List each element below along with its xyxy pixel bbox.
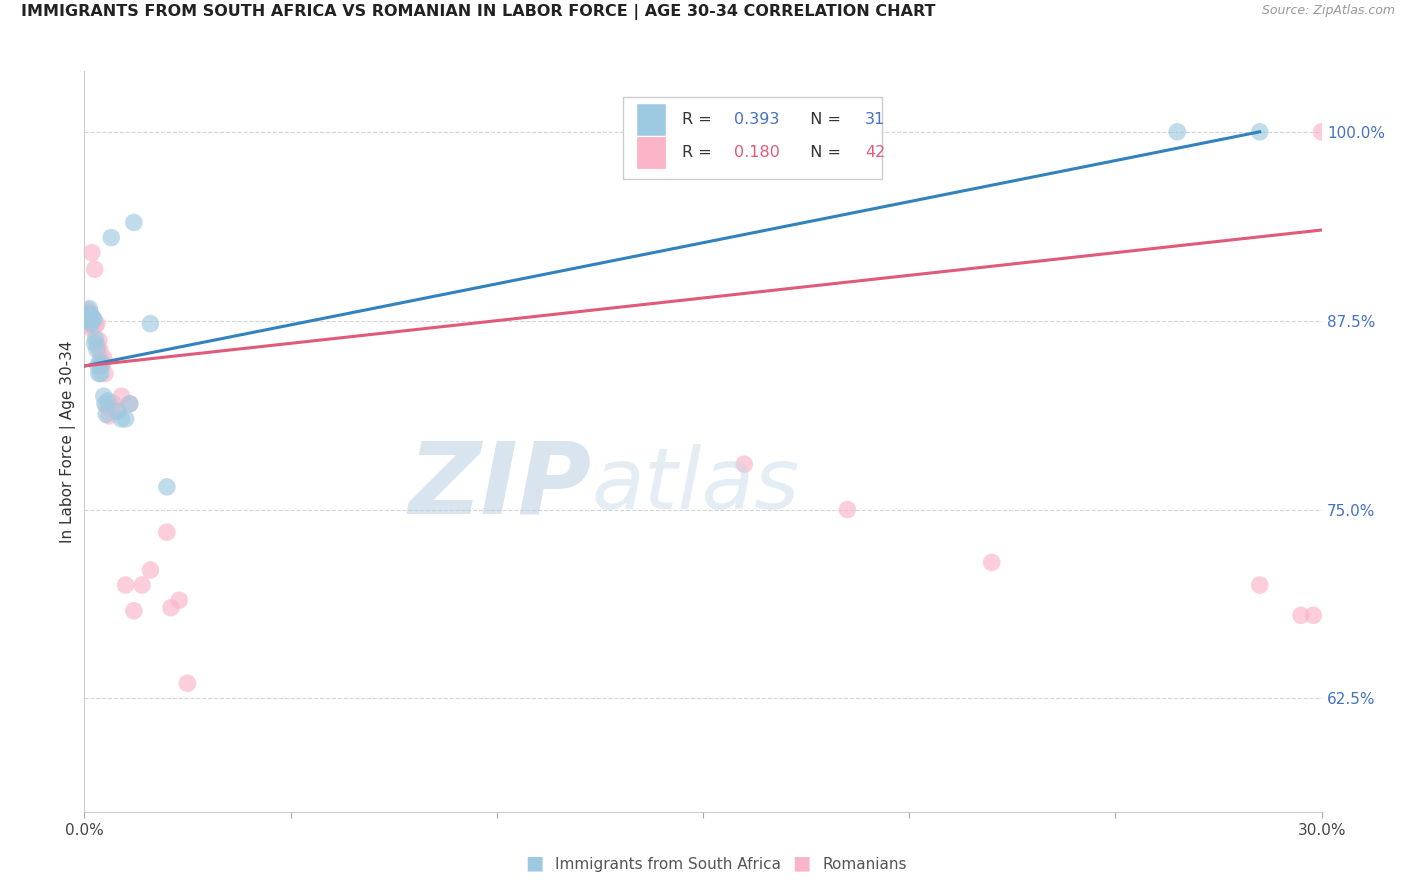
Point [79, 306, 101, 320]
Point [87, 359, 110, 373]
Point [87, 334, 110, 348]
Point [114, 578, 136, 592]
Point [76, 306, 98, 320]
Point [94, 397, 117, 411]
Bar [637, 137, 665, 169]
Point [176, 676, 198, 690]
Text: N =: N = [800, 145, 845, 161]
Point [1310, 125, 1333, 139]
Point [93, 351, 115, 366]
Point [96, 408, 118, 422]
Point [89, 354, 111, 368]
Point [82, 313, 104, 327]
Point [80, 317, 103, 331]
Point [156, 480, 179, 494]
Point [94, 367, 117, 381]
Point [84, 318, 107, 333]
Text: Source: ZipAtlas.com: Source: ZipAtlas.com [1261, 4, 1395, 18]
Text: ZIP: ZIP [409, 437, 592, 534]
Point [80, 245, 103, 260]
Point [110, 412, 132, 426]
Point [131, 578, 153, 592]
Point [82, 313, 104, 327]
Point [100, 230, 122, 244]
Point [110, 389, 132, 403]
Point [76, 309, 98, 323]
Point [980, 556, 1002, 570]
Point [139, 563, 162, 577]
Point [90, 359, 112, 373]
Point [89, 343, 111, 358]
Point [1249, 578, 1271, 592]
Point [90, 367, 112, 381]
Point [1249, 125, 1271, 139]
Point [86, 343, 108, 357]
Point [103, 397, 125, 411]
Point [82, 310, 104, 325]
Point [118, 397, 141, 411]
Point [93, 389, 115, 403]
Point [77, 303, 100, 318]
Point [1166, 125, 1188, 139]
Text: 0.393: 0.393 [734, 112, 779, 127]
Y-axis label: In Labor Force | Age 30-34: In Labor Force | Age 30-34 [60, 340, 76, 543]
Point [79, 312, 101, 326]
Point [83, 262, 105, 277]
Point [79, 315, 101, 329]
Point [83, 312, 105, 326]
Text: N =: N = [800, 112, 845, 127]
Text: Immigrants from South Africa: Immigrants from South Africa [555, 857, 782, 872]
Text: R =: R = [682, 112, 717, 127]
Text: R =: R = [682, 145, 717, 161]
Point [91, 354, 114, 368]
Point [118, 397, 141, 411]
Text: ■: ■ [524, 854, 544, 872]
Point [96, 400, 118, 414]
Text: 0.180: 0.180 [734, 145, 780, 161]
Text: Romanians: Romanians [823, 857, 907, 872]
Point [122, 215, 145, 229]
Point [77, 312, 100, 326]
Point [86, 317, 108, 331]
Bar [637, 104, 665, 135]
Text: IMMIGRANTS FROM SOUTH AFRICA VS ROMANIAN IN LABOR FORCE | AGE 30-34 CORRELATION : IMMIGRANTS FROM SOUTH AFRICA VS ROMANIAN… [21, 4, 935, 21]
Point [837, 502, 859, 516]
Point [160, 600, 183, 615]
Point [1302, 608, 1324, 623]
FancyBboxPatch shape [623, 97, 883, 178]
Point [83, 336, 105, 351]
Point [77, 306, 100, 320]
Point [91, 358, 114, 372]
Text: atlas: atlas [592, 444, 800, 527]
Point [79, 309, 101, 323]
Point [75, 309, 97, 323]
Point [77, 315, 100, 329]
Point [1289, 608, 1312, 623]
Point [80, 321, 103, 335]
Point [114, 412, 136, 426]
Point [105, 404, 128, 418]
Point [156, 525, 179, 540]
Point [87, 339, 110, 353]
Point [98, 409, 121, 423]
Point [79, 301, 101, 316]
Point [105, 404, 128, 418]
Text: 31: 31 [865, 112, 886, 127]
Point [87, 367, 110, 381]
Text: 42: 42 [865, 145, 886, 161]
Point [167, 593, 190, 607]
Point [79, 318, 101, 333]
Point [733, 457, 755, 471]
Point [122, 604, 145, 618]
Point [97, 393, 120, 408]
Point [84, 332, 107, 346]
Text: ■: ■ [792, 854, 811, 872]
Point [139, 317, 162, 331]
